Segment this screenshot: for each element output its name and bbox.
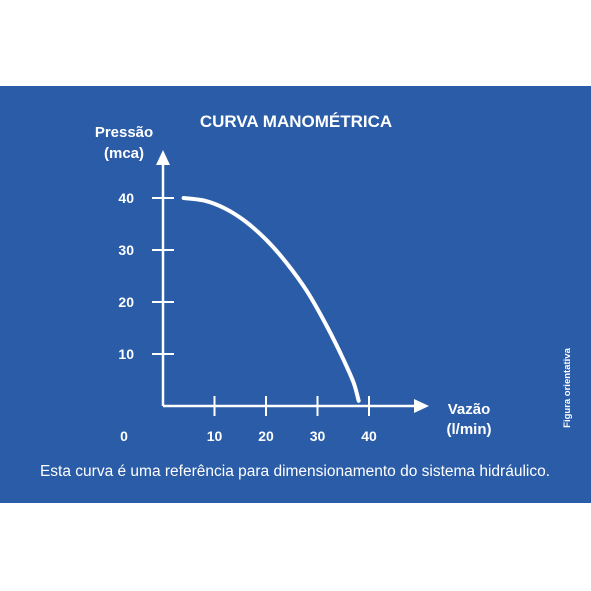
x-tick-label: 20 <box>258 428 274 444</box>
x-axis-title-line1: Vazão <box>448 401 491 418</box>
x-axis-title-line2: (l/min) <box>447 421 492 438</box>
chart-title: CURVA MANOMÉTRICA <box>200 112 392 131</box>
chart-panel <box>0 86 591 503</box>
x-axis-ticks: 0 10 20 30 40 <box>120 396 377 444</box>
x-axis-arrow-icon <box>414 399 429 413</box>
y-axis-ticks: 10 20 30 40 <box>118 190 174 362</box>
y-axis-arrow-icon <box>156 150 170 165</box>
side-note: Figura orientativa <box>562 347 573 427</box>
series-curve-line <box>181 196 361 403</box>
y-tick-label: 40 <box>118 190 134 206</box>
y-tick-label: 10 <box>118 346 134 362</box>
x-tick-label: 40 <box>361 428 377 444</box>
caption-text: Esta curva é uma referência para dimensi… <box>40 463 550 480</box>
y-axis-title-line1: Pressão <box>95 124 153 141</box>
y-axis-title-line2: (mca) <box>104 145 144 162</box>
x-tick-label: 0 <box>120 428 128 444</box>
y-tick-label: 20 <box>118 294 134 310</box>
y-tick-label: 30 <box>118 242 134 258</box>
x-tick-label: 10 <box>207 428 223 444</box>
x-tick-label: 30 <box>310 428 326 444</box>
